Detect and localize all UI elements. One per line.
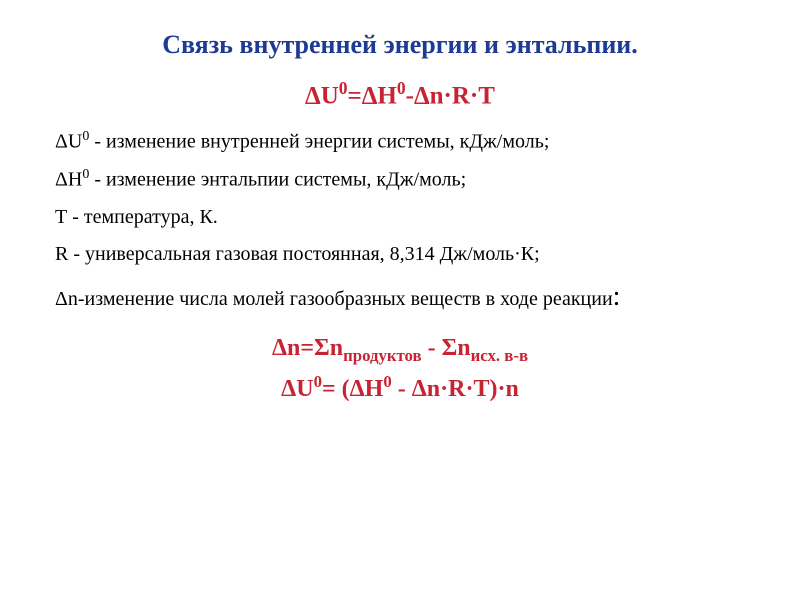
definition-deltaH: ΔH0 - изменение энтальпии системы, кДж/м…	[55, 166, 745, 194]
definition-gas-constant: R - универсальная газовая постоянная, 8,…	[55, 241, 745, 268]
definition-deltaN: Δn-изменение числа молей газообразных ве…	[55, 278, 745, 316]
page-title: Связь внутренней энергии и энтальпии.	[55, 30, 745, 60]
definition-deltaU: ΔU0 - изменение внутренней энергии систе…	[55, 128, 745, 156]
result-formula-deltaN: Δn=Σnпродуктов - Σnисх. в-в	[55, 335, 745, 366]
main-formula: ΔU0=ΔH0-Δn·R·T	[55, 78, 745, 110]
result-formula-deltaU: ΔU0= (ΔH0 - Δn·R·T)·n	[55, 372, 745, 403]
definition-temperature: Т - температура, К.	[55, 204, 745, 231]
